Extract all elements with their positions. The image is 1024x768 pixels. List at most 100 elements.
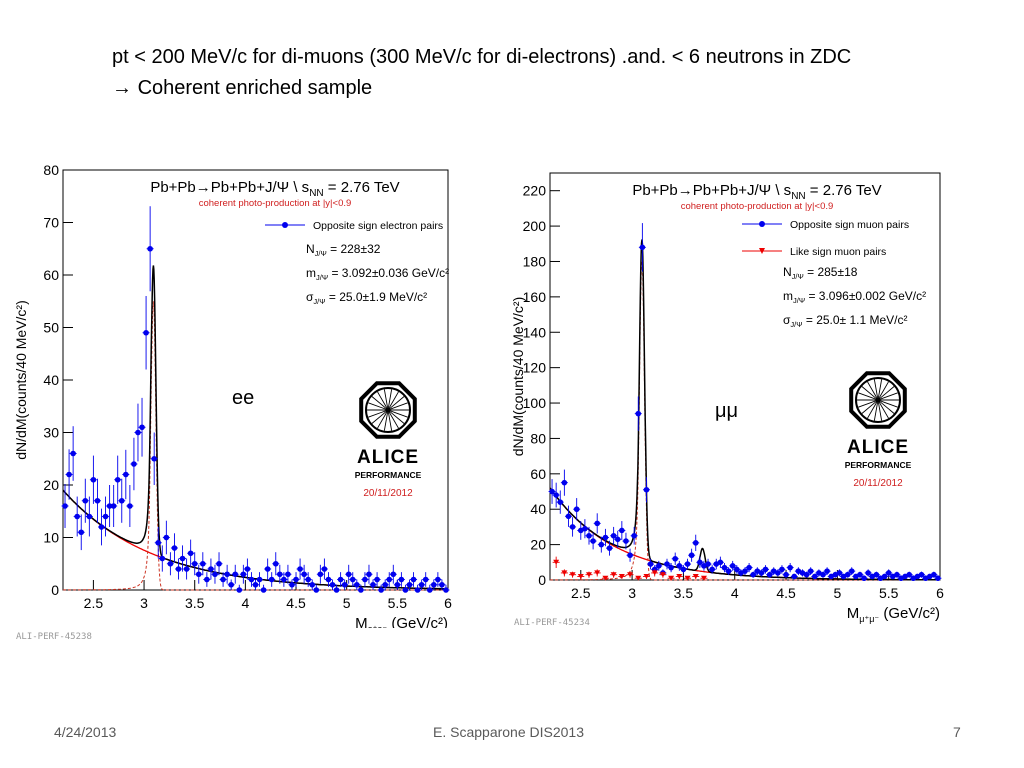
x-tick-label: 4.5 — [286, 595, 306, 611]
arrow-icon: → — [112, 77, 132, 99]
chart-ee: 0 10 20 30 40 50 60 70 80 2.5 3 3.5 4 4.5 5 5.5 6 dN/dM(c… — [13, 162, 452, 628]
y-tick-label: 30 — [43, 425, 59, 441]
data-point — [260, 587, 267, 593]
legend-marker — [759, 221, 765, 227]
data-point — [256, 576, 263, 583]
data-point — [370, 581, 376, 588]
data-point — [82, 497, 89, 504]
data-point — [382, 581, 388, 588]
alice-logo-spoke — [879, 381, 889, 398]
like-sign-point — [618, 573, 625, 579]
data-point — [791, 573, 798, 580]
x-tick-label: 3 — [628, 585, 636, 601]
data-point — [366, 571, 372, 578]
alice-logo-spoke — [880, 392, 898, 400]
data-point — [627, 552, 633, 559]
data-point — [918, 571, 925, 578]
data-point — [204, 576, 210, 583]
data-point — [228, 581, 234, 588]
data-point — [272, 560, 279, 567]
fit-parameter-symbol: σ — [306, 290, 314, 304]
data-point — [232, 571, 239, 578]
alice-logo-spoke — [867, 402, 877, 419]
legend-entry: Opposite sign electron pairs — [313, 220, 443, 232]
data-point — [143, 329, 149, 336]
data-point — [861, 575, 867, 582]
like-sign-point — [684, 575, 691, 581]
data-point — [374, 576, 380, 583]
y-tick-label: 60 — [530, 466, 546, 482]
data-point — [885, 570, 892, 576]
x-axis-label: Mμ⁺μ⁻ (GeV/c²) — [847, 605, 940, 624]
data-point — [631, 532, 637, 539]
data-point — [378, 587, 384, 593]
data-point — [114, 476, 121, 483]
data-point — [394, 581, 401, 588]
channel-label: ee — [232, 387, 254, 409]
x-tick-label: 4 — [241, 595, 249, 611]
data-point — [549, 488, 555, 495]
data-point — [410, 576, 417, 583]
data-point — [569, 524, 576, 530]
alice-logo-spoke — [388, 389, 393, 408]
x-tick-label: 6 — [936, 585, 944, 601]
data-point — [758, 570, 765, 576]
alice-logo-spoke — [383, 412, 388, 431]
data-point — [684, 561, 691, 567]
fit-parameter-symbol: m — [783, 289, 793, 303]
chart-title-sub: NN — [791, 191, 805, 202]
x-tick-label: 4 — [731, 585, 739, 601]
data-point — [135, 429, 141, 436]
data-point — [717, 559, 724, 566]
fit-parameter: mJ/Ψ = 3.092±0.036 GeV/c² — [306, 266, 449, 282]
data-point — [62, 503, 68, 509]
y-tick-label: 140 — [523, 324, 547, 340]
total-fit-curve — [62, 265, 448, 590]
data-point — [358, 587, 364, 593]
page-number: 7 — [953, 724, 961, 740]
data-point — [643, 486, 650, 493]
data-point — [881, 573, 888, 580]
data-point — [386, 576, 393, 583]
alice-logo-spoke — [858, 400, 876, 408]
chart-mumu: 0 20 40 60 80 100 120 140 160 180 200 220 2.5 3 3.5 4 4.… — [510, 172, 944, 624]
data-point — [857, 571, 863, 578]
data-point — [811, 573, 818, 580]
x-tick-label: 5 — [833, 585, 841, 601]
chart-date: 20/11/2012 — [363, 488, 413, 499]
data-point — [557, 499, 564, 505]
data-point — [672, 555, 679, 562]
fit-parameter-sub: J/Ψ — [793, 296, 805, 305]
fit-parameter-symbol: σ — [783, 313, 791, 327]
like-sign-point — [635, 575, 642, 581]
data-point — [807, 568, 814, 574]
chart-title-tail: = 2.76 TeV — [324, 179, 400, 196]
x-axis-label: Me⁺e⁻ (GeV/c²) — [355, 615, 448, 628]
legend-marker — [759, 248, 765, 254]
alice-logo-spoke — [879, 402, 889, 419]
data-point — [664, 561, 670, 567]
alice-logo-spoke — [368, 402, 386, 410]
data-point — [623, 538, 629, 544]
data-point — [590, 538, 596, 544]
y-axis-label: dN/dM(counts/40 MeV/c²) — [510, 297, 526, 457]
data-point — [94, 497, 101, 504]
x-axis-label-sub: μ⁺μ⁻ — [859, 614, 879, 624]
fit-parameter-value: = 285±18 — [804, 265, 858, 279]
x-tick-label: 5.5 — [388, 595, 408, 611]
y-tick-label: 70 — [43, 215, 59, 231]
fit-parameter: σJ/Ψ = 25.0± 1.1 MeV/c² — [783, 313, 908, 329]
data-point — [573, 506, 580, 513]
alice-logo-text: ALICE — [357, 447, 419, 468]
y-tick-label: 180 — [523, 253, 547, 269]
data-point — [349, 576, 356, 583]
data-point — [729, 563, 736, 569]
data-point — [305, 576, 311, 583]
data-point — [775, 570, 781, 576]
legend-entry: Like sign muon pairs — [790, 246, 886, 258]
x-tick-label: 3.5 — [185, 595, 205, 611]
data-point — [183, 566, 190, 572]
alice-logo-text: ALICE — [847, 437, 909, 458]
perf-id-right: ALI-PERF-45234 — [514, 618, 590, 628]
y-tick-label: 100 — [523, 395, 547, 411]
